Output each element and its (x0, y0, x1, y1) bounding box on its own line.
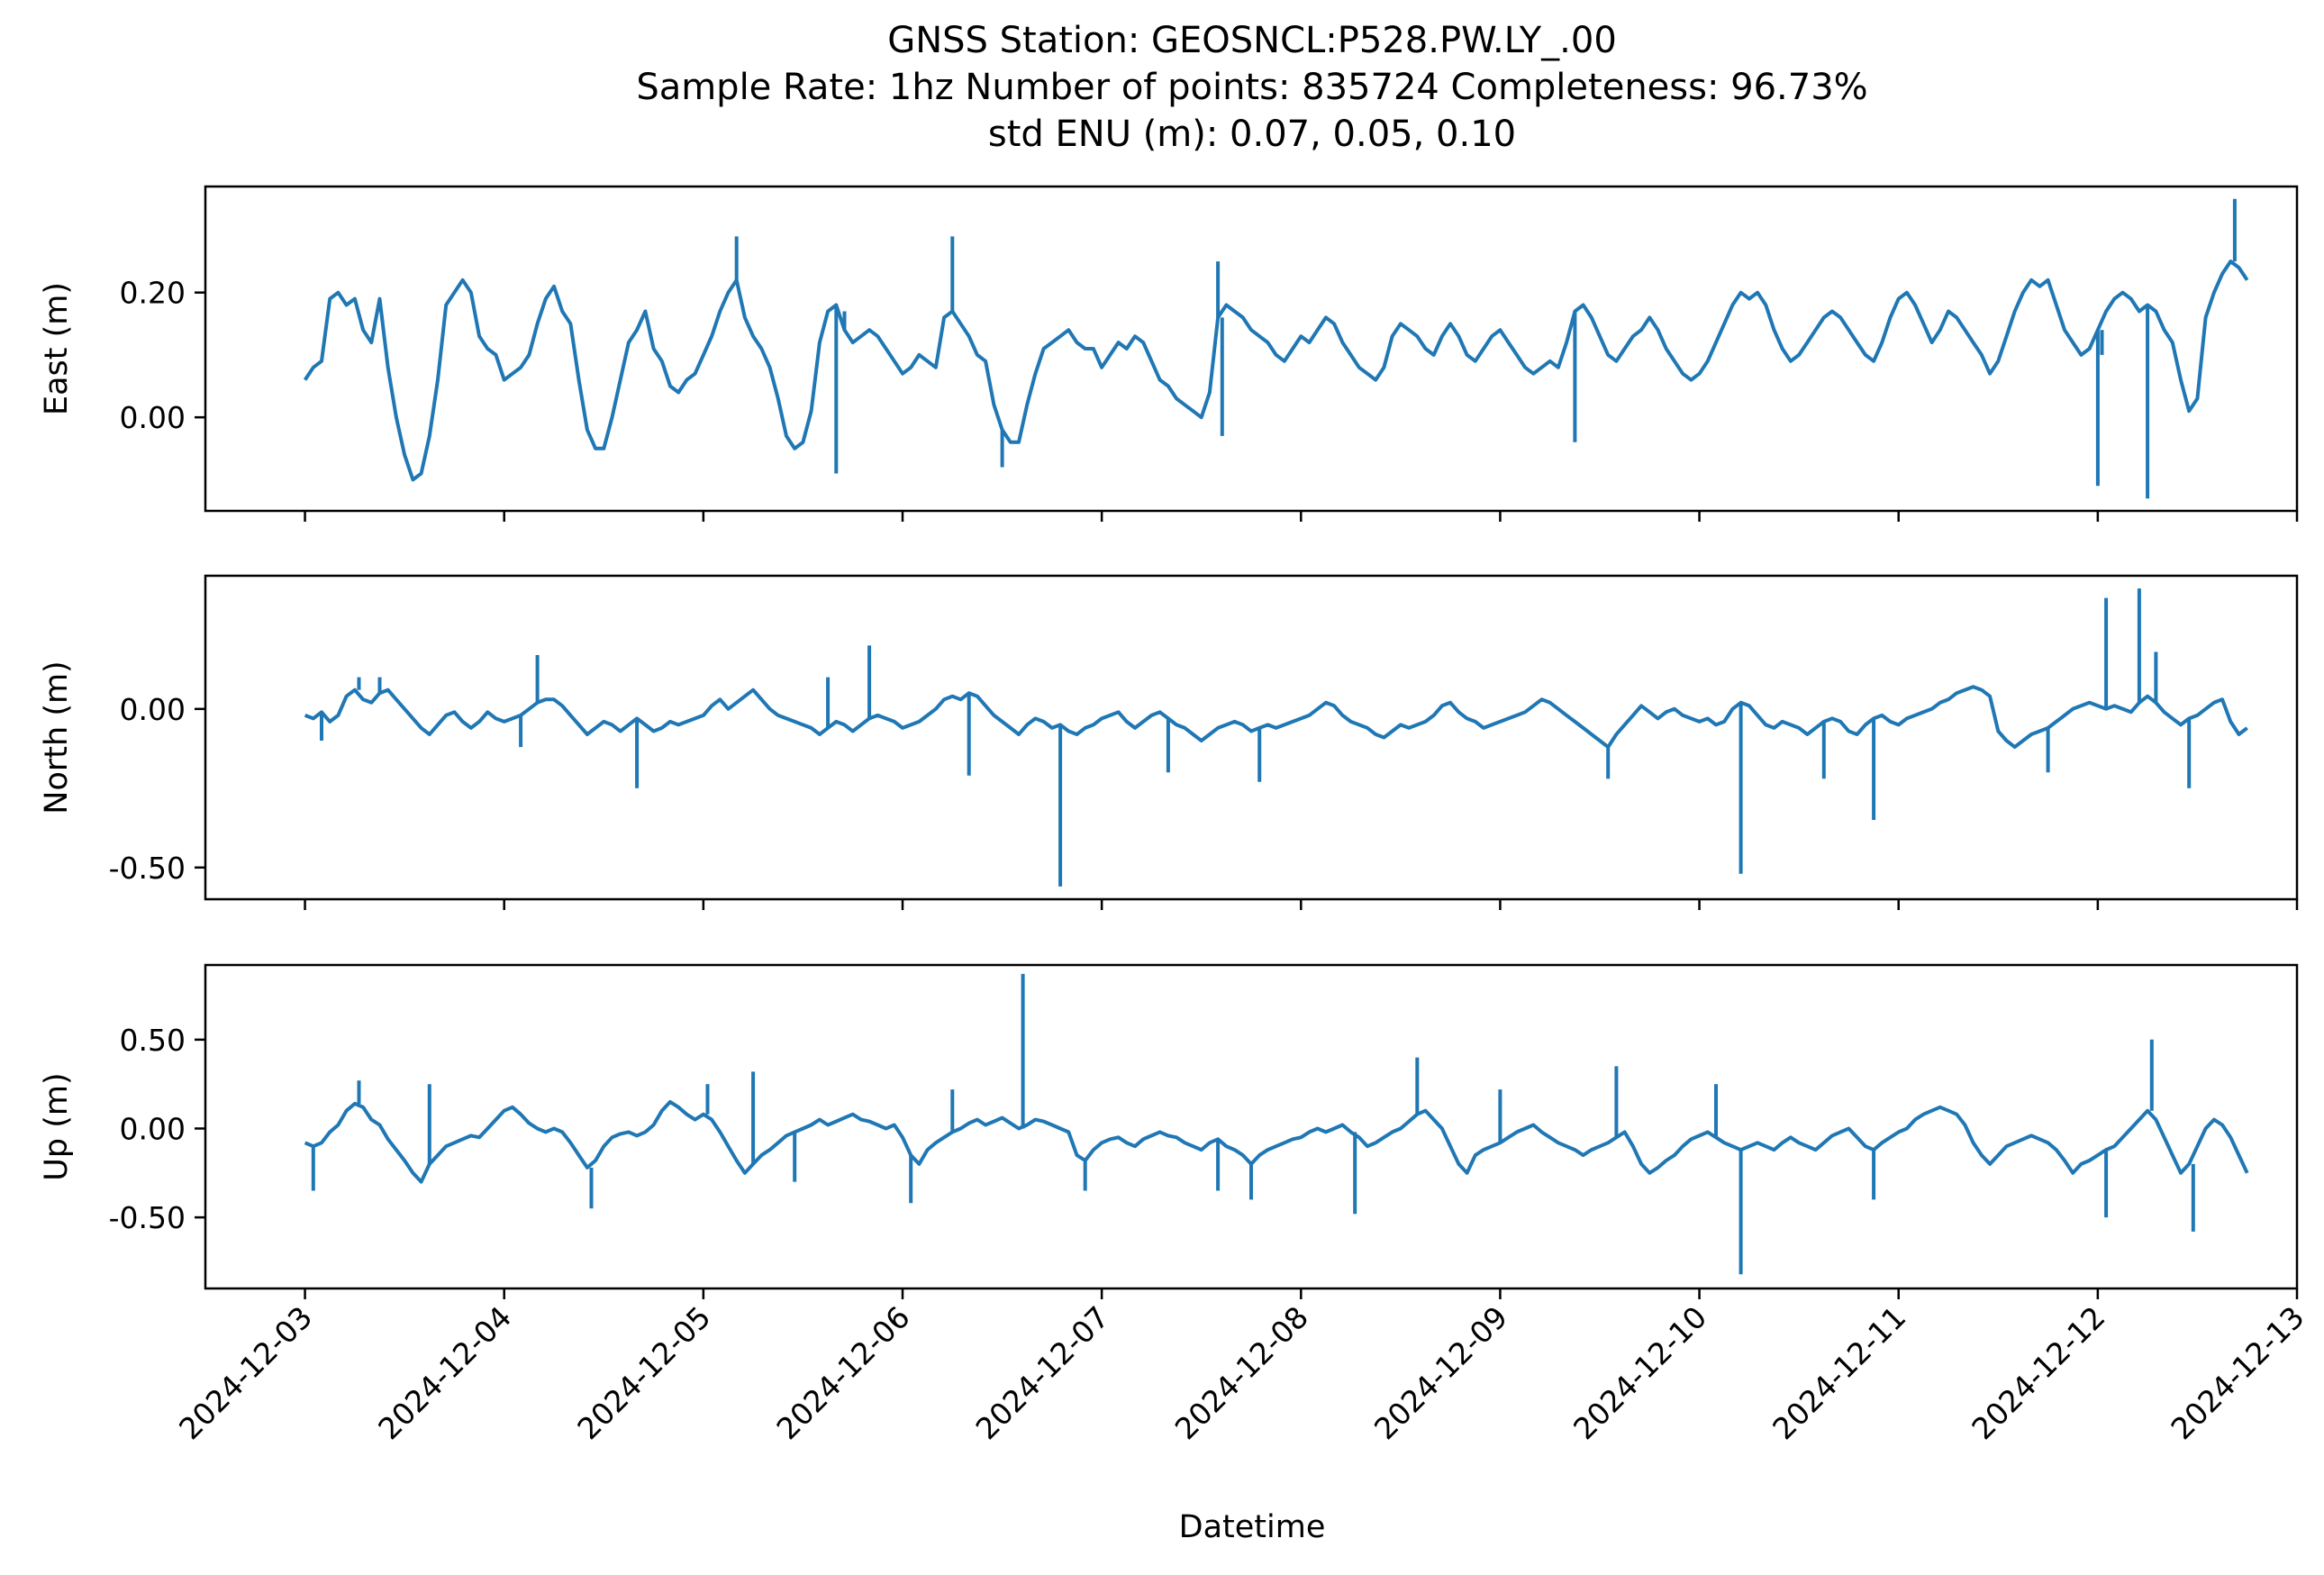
y-tick-label: 0.00 (120, 692, 186, 727)
axes-frame (204, 185, 2299, 513)
series-line (303, 259, 2249, 482)
y-axis-label: Up (m) (39, 1072, 75, 1180)
y-tick-label: 0.00 (120, 1111, 186, 1146)
y-tick-label: 0.20 (120, 276, 186, 311)
subplot-0: 0.00 0.20 East (m) (39, 185, 2299, 522)
title-line-2: Sample Rate: 1hz Number of points: 83572… (636, 67, 1867, 108)
x-axis-label: Datetime (1179, 1509, 1326, 1545)
series-line (304, 1099, 2249, 1184)
y-tick-label: 0.50 (120, 1023, 186, 1058)
subplot-1: -0.50 0.00 North (m) (39, 574, 2299, 910)
y-tick-label: -0.50 (109, 1200, 186, 1235)
title-line-1: GNSS Station: GEOSNCL:P528.PW.LY_.00 (887, 20, 1617, 61)
y-axis-label: East (m) (39, 282, 75, 415)
y-axis-label: North (m) (39, 660, 75, 814)
axes-frame (204, 963, 2299, 1290)
y-tick-label: 0.00 (120, 400, 186, 435)
title-line-3: std ENU (m): 0.07, 0.05, 0.10 (988, 114, 1516, 155)
series-line (304, 685, 2248, 750)
y-tick-label: -0.50 (109, 851, 186, 886)
axes-frame (204, 574, 2299, 901)
